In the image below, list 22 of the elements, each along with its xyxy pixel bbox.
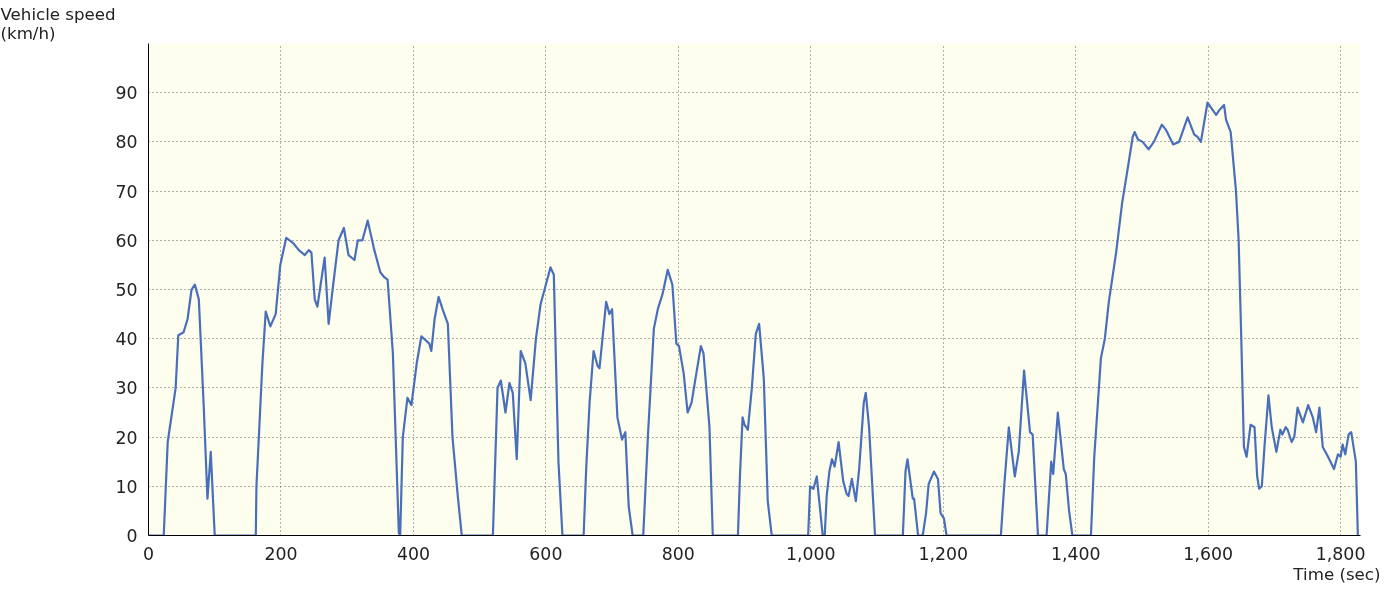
- x-tick-label: 800: [661, 543, 695, 564]
- y-tick-label: 80: [115, 132, 138, 153]
- x-tick-label: 200: [264, 543, 298, 564]
- x-tick-label: 0: [142, 543, 155, 564]
- y-axis-title: Vehicle speed (km/h): [0, 4, 116, 43]
- y-tick-label: 50: [115, 280, 138, 300]
- y-tick-label: 40: [115, 329, 138, 350]
- y-tick-label: 10: [115, 476, 138, 497]
- x-tick-label: 1,400: [1050, 543, 1101, 564]
- x-tick-label: 1,000: [785, 543, 836, 564]
- x-axis-title: Time (sec): [1292, 564, 1381, 584]
- y-tick-label: 0: [126, 526, 138, 546]
- y-tick-label: 20: [115, 427, 138, 448]
- x-tick-label: 1,800: [1315, 543, 1366, 564]
- y-tick-label: 70: [115, 181, 138, 202]
- x-tick-label: 600: [529, 543, 563, 564]
- y-tick-label: 90: [115, 83, 138, 104]
- y-tick-label: 60: [115, 230, 138, 251]
- x-tick-label: 1,200: [918, 543, 969, 564]
- y-tick-label: 30: [115, 378, 138, 399]
- x-tick-label: 1,600: [1183, 543, 1233, 564]
- x-tick-label: 400: [396, 543, 430, 564]
